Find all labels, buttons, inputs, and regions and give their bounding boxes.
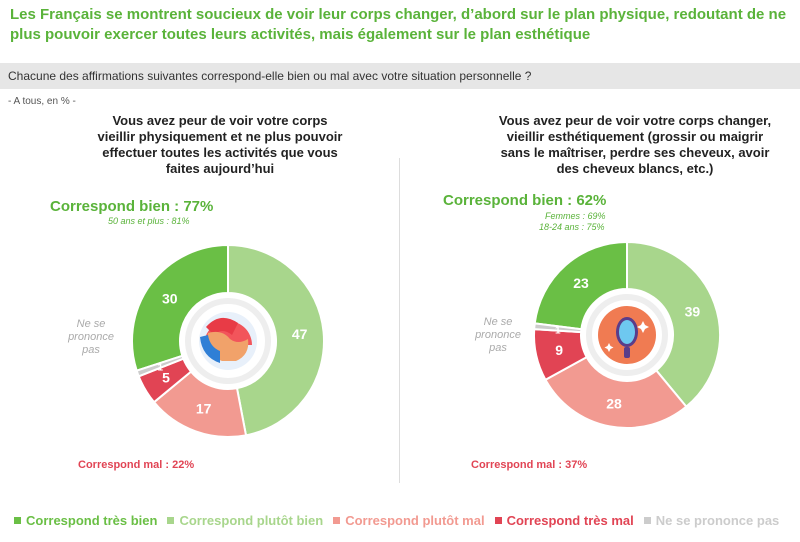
slice-plutot-mal	[544, 355, 688, 429]
chart-2-sublabel-1: Femmes : 69%	[545, 211, 606, 221]
chart-1-sublabel-1: 50 ans et plus : 81%	[108, 216, 190, 226]
chart-2-headline: Correspond bien : 62%	[443, 192, 607, 209]
donut-chart-2: 23 39 28 9 1	[533, 240, 721, 429]
mirror-icon	[598, 306, 656, 364]
chart-1-bad-label: Correspond mal : 22%	[78, 459, 195, 471]
question-text: Chacune des affirmations suivantes corre…	[8, 69, 532, 83]
legend-label: Correspond très bien	[26, 513, 158, 528]
legend-label: Correspond très mal	[506, 513, 634, 528]
slice-label-plutot-mal: 17	[196, 401, 212, 417]
legend-item: Correspond très bien	[14, 513, 157, 528]
legend-label: Correspond plutôt mal	[345, 513, 485, 528]
legend-swatch	[14, 517, 21, 524]
legend-swatch	[333, 517, 341, 524]
page-title: Les Français se montrent soucieux de voi…	[10, 6, 787, 43]
slice-label-nsp: 1	[555, 325, 561, 336]
base-note: - A tous, en % -	[8, 96, 76, 107]
legend-item: Correspond très mal	[494, 513, 634, 528]
slice-nsp	[135, 354, 185, 378]
legend-swatch	[167, 517, 175, 524]
slice-plutot-bien	[227, 243, 325, 437]
legend-swatch	[494, 517, 502, 524]
legend: Correspond très bien Correspond plutôt bi…	[14, 513, 779, 528]
chart-1-headline: Correspond bien : 77%	[50, 198, 214, 215]
legend-label: Ne se prononce pas	[655, 513, 780, 528]
slice-nsp	[533, 322, 583, 334]
slice-label-plutot-bien: 47	[292, 326, 308, 342]
flexed-arm-icon	[199, 312, 257, 370]
slice-label-tres-bien: 30	[162, 291, 178, 307]
slice-plutot-bien	[626, 240, 721, 409]
slice-label-tres-mal: 5	[162, 370, 170, 386]
chart-1-nsp-label: Ne se prononce pas	[68, 318, 114, 356]
legend-item: Correspond plutôt mal	[333, 513, 485, 528]
slice-label-tres-mal: 9	[555, 342, 563, 358]
chart-2-nsp-label: Ne se prononce pas	[475, 316, 521, 354]
slice-label-nsp: 1	[157, 362, 163, 373]
slice-tres-bien	[131, 243, 229, 372]
legend-label: Correspond plutôt bien	[179, 513, 324, 528]
slice-tres-bien	[533, 240, 628, 331]
question-bar: Chacune des affirmations suivantes corre…	[0, 63, 800, 89]
legend-item: Ne se prononce pas	[643, 513, 780, 528]
slice-label-plutot-mal: 28	[606, 395, 622, 411]
donut-inner-ring	[185, 298, 271, 384]
chart-2-sublabel-2: 18-24 ans : 75%	[539, 222, 605, 232]
legend-swatch	[643, 517, 651, 524]
legend-item: Correspond plutôt bien	[167, 513, 323, 528]
chart-2-title: Vous avez peur de voir votre corps chang…	[498, 113, 772, 176]
donut-inner-ring	[586, 294, 668, 376]
chart-1-title: Vous avez peur de voir votre corps vieil…	[97, 113, 343, 176]
slice-label-plutot-bien: 39	[685, 303, 701, 319]
chart-divider	[399, 158, 400, 483]
chart-2-bad-label: Correspond mal : 37%	[471, 459, 588, 471]
slice-label-tres-bien: 23	[573, 275, 589, 291]
